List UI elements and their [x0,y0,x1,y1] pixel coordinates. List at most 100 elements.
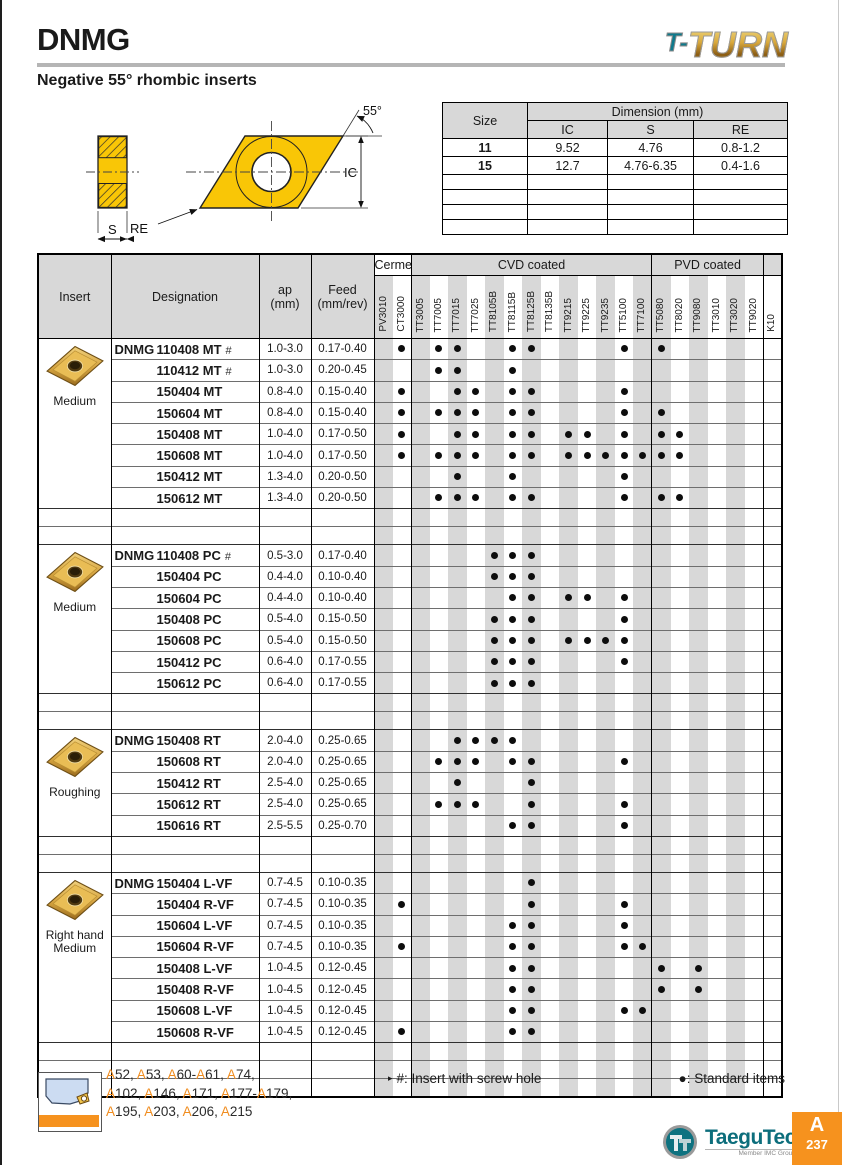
spacer-grade-cell [614,508,634,527]
grade-dot-cell [670,772,690,794]
standard-item-dot [565,451,573,459]
dimension-empty-row [442,219,788,235]
grade-dot-cell [596,893,615,916]
standard-item-dot [453,430,461,438]
grade-dot-cell [763,586,782,609]
designation-name: 150612 RT [156,796,221,812]
page-number: 237 [806,1137,828,1152]
feed-value: 0.17-0.50 [310,444,375,467]
grade-dot-cell [614,465,634,488]
grade-dot-cell [651,772,671,794]
spacer-grade-cell [726,693,745,712]
grade-dot-cell [670,423,690,445]
grade-dot-cell [374,608,393,631]
grade-dot-cell [689,871,708,894]
grade-dot-cell [466,565,486,588]
ap-value: 1.0-3.0 [258,359,312,382]
spacer-cell [310,693,375,712]
grade-dot-cell [670,650,690,673]
standard-item-dot [528,985,536,993]
spacer-cell [310,1060,375,1079]
standard-item-dot [528,900,536,908]
grade-dot-cell [411,871,430,894]
standard-item-dot [435,800,443,808]
grade-dot-cell [448,999,467,1022]
grade-dot-cell [744,629,764,652]
screw-hole-footnote: ▸ #: Insert with screw hole [388,1071,542,1086]
grade-dot-cell [744,729,764,752]
grade-dot-cell [411,772,430,794]
dim-empty-cell [527,219,608,235]
spacer-grade-cell [429,835,449,855]
grade-dot-cell [374,380,393,403]
designation-name: 150608 R-VF [156,1024,234,1040]
spacer-cell [310,1078,375,1098]
spacer-grade-cell [559,1078,578,1098]
spacer-grade-cell [392,508,412,527]
standard-item-dot [638,943,646,951]
grade-dot-cell [651,999,671,1022]
grade-dot-cell [744,359,764,382]
standard-item-dot [620,409,628,417]
spacer-grade-cell [707,711,727,730]
grade-column-label: TT7005 [432,297,444,332]
grade-dot-cell [763,871,782,894]
insert-type-cell: Right hand Medium [37,871,112,1043]
spacer-grade-cell [448,835,467,855]
spacer-grade-cell [429,711,449,730]
grade-dot-cell [522,565,541,588]
grade-dot-cell [466,586,486,609]
insert-face-view: 55° IC RE [130,104,382,236]
insert-row: 110412 MT #1.0-3.0 0.20-0.45 [38,359,782,382]
grade-dot-cell [596,914,615,937]
designation-name: 150604 PC [156,590,222,606]
standard-item-dot [435,345,443,353]
insert-type-label: Roughing [39,786,110,800]
grade-dot-cell [614,814,634,837]
standard-item-dot [472,388,480,395]
grade-dot-cell [670,729,690,752]
grade-dot-cell [485,423,504,445]
feed-value: 0.25-0.65 [310,772,375,794]
grade-dot-cell [411,487,430,509]
grade-dot-cell [485,629,504,652]
grade-dot-cell [763,935,782,958]
spacer-grade-cell [411,1042,430,1061]
grade-dot-cell [448,444,467,467]
grade-column-header: TT7025 [466,275,486,339]
re-dim-label: RE [130,221,148,236]
spacer-cell [258,1060,312,1079]
spacer-grade-cell [466,1078,486,1098]
standard-item-dot [509,388,517,395]
ap-value: 0.6-4.0 [258,650,312,673]
grade-dot-cell [707,629,727,652]
designation: 150612 PC [112,676,258,691]
grade-dot-cell [429,337,449,360]
insert-row: 150404 MT 0.8-4.0 0.15-0.40 [38,380,782,403]
spacer-cell [258,508,312,527]
grade-dot-cell [485,487,504,509]
grade-dot-cell [392,487,412,509]
grade-dot-cell [596,772,615,794]
grade-dot-cell [429,935,449,958]
grade-dot-cell [374,565,393,588]
spacer-cell [310,711,375,730]
spacer-grade-cell [466,508,486,527]
grade-dot-cell [633,1021,653,1043]
grade-column-label: TT9235 [599,297,611,332]
ap-header-line: (mm) [270,296,300,311]
spacer-grade-cell [670,711,690,730]
standard-item-dot [453,473,461,481]
feed-value: 0.15-0.50 [310,608,375,631]
group-header-row: InsertDesignationap(mm)Feed(mm/rev)Cerme… [37,253,783,339]
grade-dot-cell [707,401,727,424]
feed-value: 0.17-0.40 [310,544,375,567]
grade-dot-cell [559,893,578,916]
spacer-row [37,711,782,730]
grade-dot-cell [689,935,708,958]
spacer-grade-cell [540,1042,560,1061]
designation-cell: 150612 PC [110,672,260,694]
grade-dot-cell [651,957,671,979]
spacer-grade-cell [448,1042,467,1061]
page-subtitle: Negative 55° rhombic inserts [37,72,257,89]
